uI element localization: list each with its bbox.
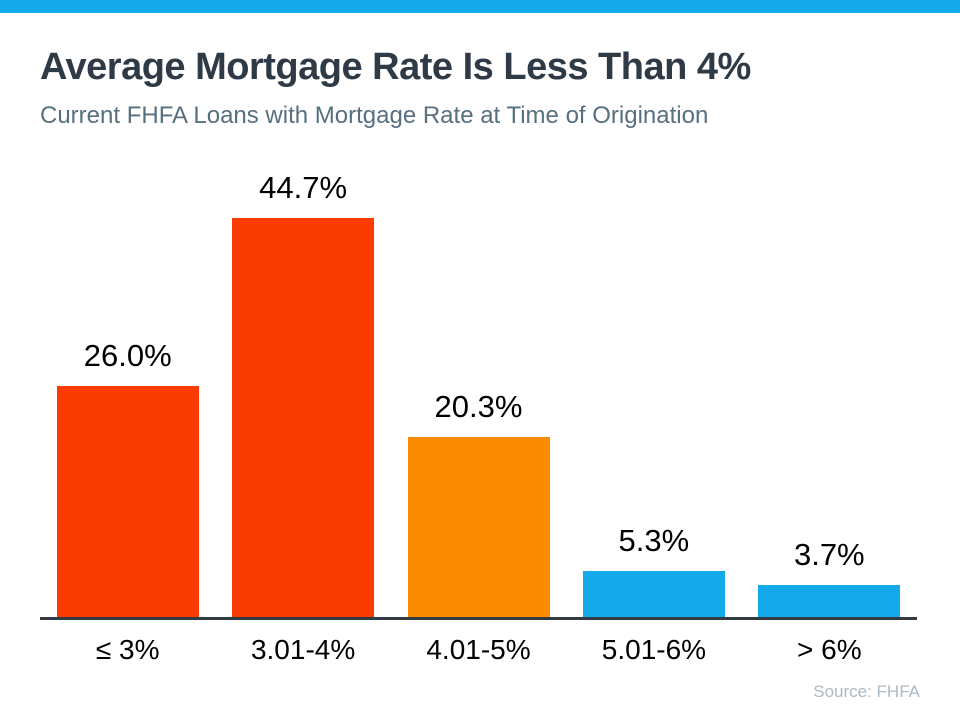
- bar: [56, 386, 199, 618]
- source-caption: Source: FHFA: [813, 682, 920, 701]
- x-axis-label: 5.01-6%: [601, 634, 707, 665]
- x-axis-label: > 6%: [797, 634, 862, 665]
- bar: [758, 585, 901, 618]
- bar-value-label: 26.0%: [83, 338, 172, 373]
- bar-value-label: 44.7%: [259, 170, 348, 205]
- x-axis-line: [40, 617, 917, 620]
- bar-chart: 26.0% 44.7% 20.3% 5.3% 3.7%: [40, 170, 917, 620]
- x-axis-labels: ≤ 3% 3.01-4% 4.01-5% 5.01-6% > 6%: [40, 634, 917, 666]
- bar: [582, 571, 725, 618]
- top-accent-strip: [0, 0, 960, 13]
- bar: [407, 437, 550, 618]
- x-axis-label: 3.01-4%: [250, 634, 356, 665]
- bar-value-label: 5.3%: [618, 523, 690, 558]
- x-axis-label: ≤ 3%: [95, 634, 160, 665]
- page-title: Average Mortgage Rate Is Less Than 4%: [40, 46, 751, 88]
- bar: [232, 218, 375, 618]
- plot-area: 26.0% 44.7% 20.3% 5.3% 3.7%: [40, 170, 917, 618]
- x-axis-label: 4.01-5%: [426, 634, 531, 665]
- page-subtitle: Current FHFA Loans with Mortgage Rate at…: [40, 102, 709, 129]
- bar-value-label: 20.3%: [434, 389, 523, 424]
- bar-value-label: 3.7%: [793, 537, 865, 572]
